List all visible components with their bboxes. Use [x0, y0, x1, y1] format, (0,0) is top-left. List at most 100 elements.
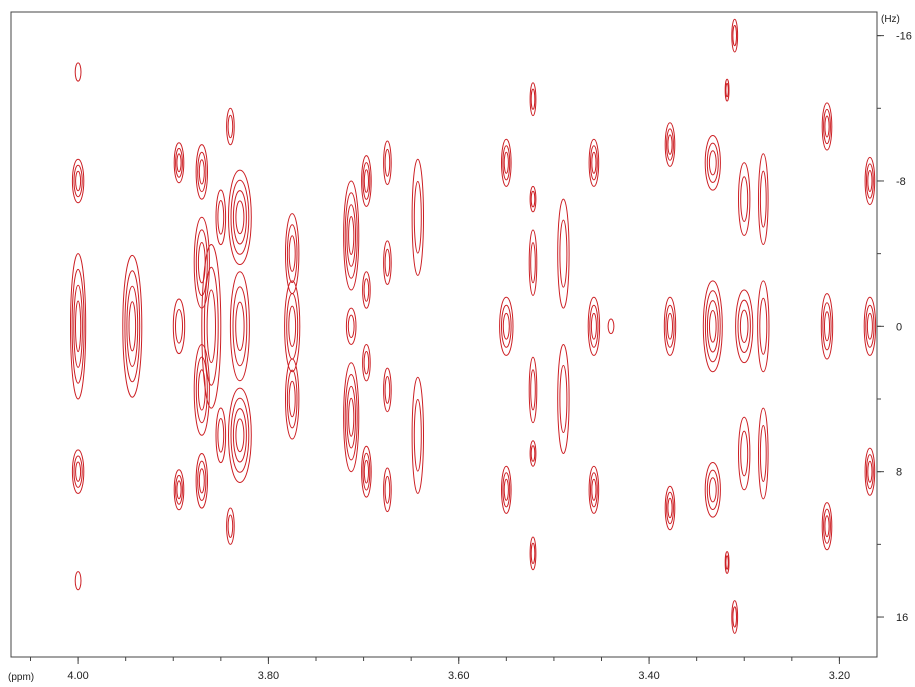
- contour-level: [197, 460, 207, 501]
- contour-level: [738, 416, 751, 491]
- y-unit-label: (Hz): [881, 14, 900, 25]
- contour-level: [122, 254, 143, 398]
- contour-level: [724, 551, 730, 574]
- contour-level: [663, 296, 677, 356]
- contour-peak: [173, 142, 185, 184]
- contour-level: [383, 240, 392, 286]
- contour-level: [362, 162, 371, 200]
- contour-level: [383, 140, 392, 186]
- contour-peak: [529, 440, 537, 467]
- contour-level: [286, 224, 298, 284]
- contour-level: [384, 248, 391, 277]
- contour-peak: [758, 407, 769, 500]
- contour-level: [737, 299, 751, 353]
- contour-level: [757, 280, 770, 373]
- contour-peak: [285, 358, 300, 440]
- contour-peak: [501, 465, 512, 514]
- contour-level: [866, 312, 873, 340]
- contour-level: [664, 485, 676, 531]
- contour-level: [413, 399, 422, 472]
- contour-level: [176, 480, 182, 500]
- contour-level: [530, 190, 536, 208]
- contour-level: [530, 445, 536, 462]
- contour-level: [591, 478, 597, 501]
- contour-level: [128, 301, 137, 352]
- contour-level: [530, 542, 536, 565]
- y-tick-label: 16: [896, 612, 908, 624]
- contour-level: [175, 147, 183, 178]
- contour-peak: [229, 271, 250, 382]
- x-tick-label: 3.60: [448, 670, 469, 682]
- contour-level: [529, 185, 537, 213]
- contour-level: [288, 380, 296, 418]
- contour-level: [865, 304, 875, 348]
- contour-level: [706, 469, 719, 510]
- contour-level: [345, 307, 357, 345]
- contour-level: [499, 296, 514, 356]
- contour-level: [863, 296, 877, 356]
- plot-area: [10, 11, 878, 658]
- contour-level: [559, 219, 568, 288]
- contour-level: [759, 425, 767, 482]
- contour-level: [667, 312, 673, 340]
- contour-level: [590, 145, 598, 181]
- contour-peak: [664, 122, 676, 167]
- contour-level: [759, 170, 767, 228]
- contour-level: [502, 472, 511, 508]
- contour-level: [232, 190, 247, 245]
- contour-peak: [738, 416, 751, 491]
- contour-level: [198, 159, 205, 185]
- contour-level: [124, 270, 141, 383]
- contour-level: [175, 309, 183, 344]
- contour-level: [285, 358, 300, 440]
- contour-level: [557, 198, 570, 309]
- contour-level: [71, 158, 85, 204]
- contour-peak: [501, 138, 512, 187]
- contour-peak: [731, 18, 739, 53]
- y-tick-label: 8: [896, 467, 902, 479]
- contour-level: [759, 297, 768, 355]
- contour-level: [557, 344, 570, 454]
- contour-peak: [588, 138, 600, 187]
- contour-peak: [757, 280, 770, 373]
- contour-level: [235, 301, 245, 351]
- contour-peak: [821, 102, 833, 151]
- x-tick-label: 4.00: [67, 670, 88, 682]
- contour-level: [344, 192, 358, 279]
- contour-level: [725, 82, 729, 98]
- contour-level: [866, 454, 874, 490]
- contour-peak: [361, 155, 372, 207]
- contour-peak: [343, 362, 360, 473]
- contour-level: [383, 467, 392, 513]
- contour-peak: [411, 376, 424, 494]
- contour-peak: [820, 293, 834, 360]
- contour-level: [383, 367, 392, 413]
- contour-peak: [70, 253, 87, 400]
- contour-level: [384, 376, 391, 404]
- contour-peak: [362, 344, 371, 382]
- contour-level: [346, 204, 357, 267]
- x-unit-label: (ppm): [8, 672, 34, 683]
- contour-level: [75, 300, 82, 353]
- contour-level: [666, 491, 674, 525]
- contour-level: [228, 387, 252, 483]
- contour-level: [559, 365, 568, 433]
- contour-level: [758, 407, 769, 500]
- contour-level: [361, 445, 372, 498]
- contour-peak: [226, 107, 235, 146]
- contour-level: [866, 163, 874, 199]
- contour-level: [362, 344, 371, 382]
- contour-level: [665, 304, 675, 348]
- contour-level: [864, 447, 876, 496]
- contour-level: [411, 376, 424, 494]
- contour-level: [288, 305, 297, 347]
- contour-peak: [362, 271, 371, 309]
- contour-peak: [383, 367, 392, 413]
- contour-level: [363, 278, 370, 302]
- contour-level: [590, 472, 598, 508]
- contour-peak: [71, 158, 85, 204]
- contour-level: [739, 309, 749, 343]
- contour-level: [175, 474, 183, 505]
- contour-level: [198, 468, 205, 494]
